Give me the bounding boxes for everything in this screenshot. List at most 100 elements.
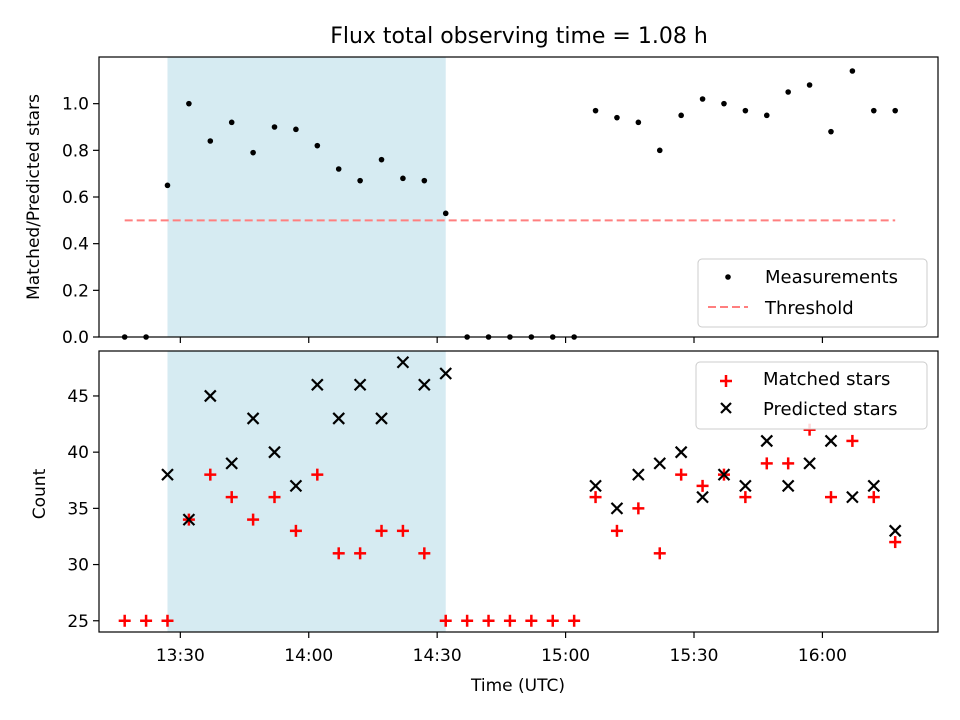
top-axes-frame	[98, 56, 939, 338]
top-x-ticks	[179, 337, 824, 343]
predicted-stars-point	[182, 513, 196, 526]
legend-label-measurements: Measurements	[765, 267, 898, 288]
predicted-stars-point	[846, 490, 859, 504]
predicted-stars-point	[888, 524, 902, 538]
predicted-stars-point	[332, 412, 345, 425]
bottom-series-marks	[118, 355, 902, 627]
predicted-stars-point	[696, 490, 709, 504]
measurement-point	[250, 149, 256, 156]
matched-stars-point	[632, 502, 645, 515]
matched-stars-point	[161, 614, 174, 627]
measurement-point	[164, 182, 171, 189]
matched-stars-point	[140, 614, 153, 627]
measurement-point	[271, 124, 278, 130]
matched-stars-point	[418, 547, 431, 560]
top-panel: 0.0 0.2 0.4 0.6 0.8 1.0 Matched/Predicted sta…	[24, 56, 939, 348]
chart-title: Flux total observing time = 1.08 h	[330, 24, 708, 49]
bottom-y-axis-label: Count	[30, 468, 50, 519]
matched-stars-point	[568, 614, 581, 627]
measurement-point	[614, 114, 620, 121]
legend-label-matched-stars: Matched stars	[763, 369, 890, 390]
predicted-stars-point	[289, 479, 303, 493]
legend-label-threshold: Threshold	[764, 298, 854, 319]
bottom-y-tick-label: 40	[67, 443, 89, 463]
matched-stars-point	[268, 491, 281, 504]
measurement-point	[335, 166, 342, 172]
matched-stars-point	[760, 457, 773, 470]
predicted-stars-point	[396, 355, 410, 369]
measurement-point	[849, 68, 856, 74]
measurement-point	[357, 177, 363, 184]
legend-label-predicted-stars: Predicted stars	[763, 399, 897, 420]
measurement-point	[592, 107, 599, 114]
predicted-stars-point	[803, 457, 816, 470]
bottom-axes-frame	[98, 350, 939, 633]
matched-stars-point	[739, 491, 752, 504]
predicted-stars-point	[589, 479, 602, 493]
top-y-tick-label: 0.2	[62, 281, 89, 301]
matched-stars-point	[118, 614, 131, 627]
top-y-tick-label: 0.6	[62, 188, 89, 208]
matched-stars-point	[225, 491, 238, 504]
measurement-point	[656, 147, 663, 154]
top-y-tick-label: 1.0	[62, 95, 89, 115]
predicted-stars-point	[632, 468, 645, 481]
matched-stars-point	[204, 468, 217, 481]
measurement-point	[763, 112, 770, 119]
predicted-stars-point	[760, 434, 774, 448]
bottom-panel: 25 30 35 40 45 13:30 14:00 14:30 15:00 15:30 16:0…	[30, 350, 939, 696]
matched-stars-point	[846, 434, 859, 447]
measurement-point	[207, 138, 214, 144]
bottom-legend-box	[695, 361, 928, 430]
measurement-point	[421, 177, 428, 184]
legend-marker-predicted-stars	[720, 402, 732, 414]
measurement-point	[442, 210, 449, 217]
measurement-point	[678, 112, 684, 119]
predicted-stars-point	[739, 479, 752, 493]
measurement-point	[742, 107, 749, 114]
predicted-stars-point	[674, 445, 688, 459]
predicted-stars-point	[653, 457, 667, 470]
matched-stars-point	[525, 614, 538, 627]
top-legend-box	[697, 258, 928, 328]
bottom-y-tick-label: 45	[67, 387, 89, 407]
measurement-point	[635, 119, 642, 126]
predicted-stars-point	[353, 378, 367, 391]
top-y-tick-label: 0.4	[62, 235, 89, 255]
predicted-stars-point	[439, 367, 453, 380]
top-legend: Measurements Threshold	[697, 258, 928, 328]
x-tick-label: 14:30	[413, 646, 462, 666]
measurement-point	[378, 156, 385, 163]
top-y-tick-label: 0.8	[62, 141, 89, 161]
matched-stars-point	[375, 524, 388, 537]
measurement-point	[186, 100, 192, 107]
matched-stars-point	[782, 457, 795, 470]
x-axis-label: Time (UTC)	[470, 676, 565, 696]
matched-stars-point	[354, 547, 367, 560]
bottom-legend: Matched stars Predicted stars	[695, 361, 928, 430]
measurement-point	[699, 96, 706, 102]
matched-stars-point	[610, 524, 623, 537]
matched-stars-point	[653, 547, 666, 560]
matched-stars-point	[546, 614, 559, 627]
matched-stars-point	[289, 524, 302, 537]
bottom-x-ticks: 13:30 14:00 14:30 15:00 15:30 16:00	[156, 632, 847, 666]
matched-stars-point	[589, 491, 602, 504]
predicted-stars-point	[610, 502, 624, 515]
bottom-y-tick-label: 30	[67, 556, 89, 576]
top-shaded-interval	[167, 57, 446, 337]
matched-stars-point	[461, 614, 474, 627]
predicted-stars-point	[781, 479, 795, 493]
matched-stars-point	[867, 491, 880, 504]
x-tick-label: 15:00	[541, 646, 590, 666]
x-tick-label: 13:30	[156, 646, 205, 666]
predicted-stars-point	[418, 378, 431, 391]
matched-stars-point	[396, 524, 409, 537]
predicted-stars-point	[161, 468, 174, 481]
matched-stars-point	[439, 614, 452, 627]
bottom-y-tick-label: 35	[67, 499, 89, 519]
predicted-stars-point	[268, 445, 281, 459]
predicted-stars-point	[375, 412, 388, 425]
measurement-point	[293, 126, 299, 133]
